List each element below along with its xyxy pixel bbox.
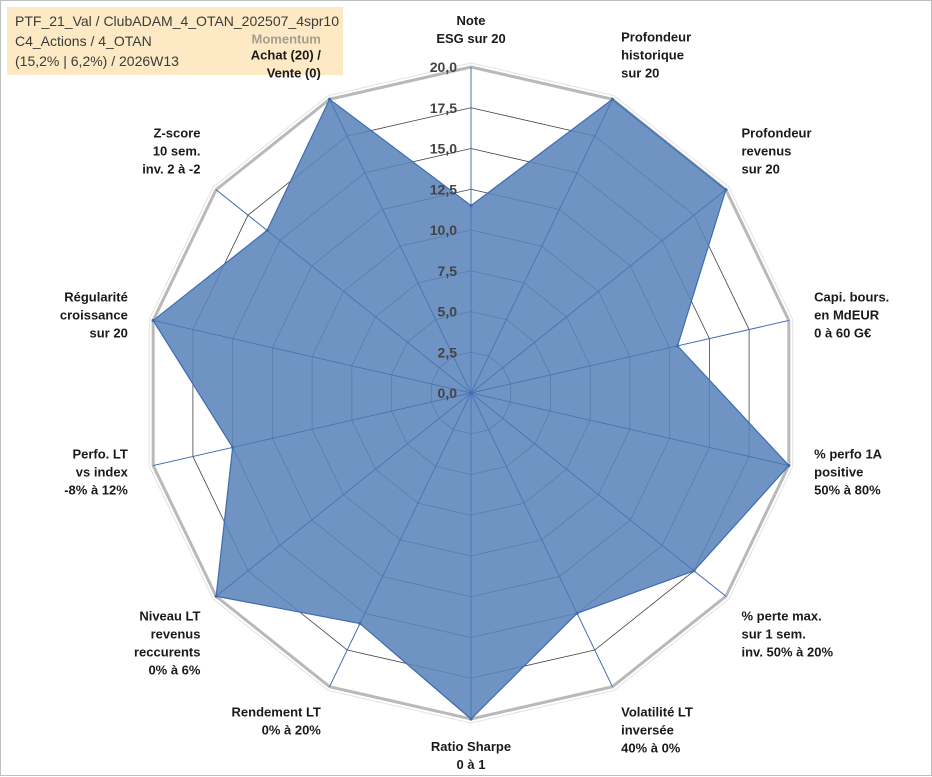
- axis-label-10-line-2: -8% à 12%: [64, 482, 128, 497]
- axis-label-11-line-2: sur 20: [90, 326, 128, 341]
- data-point-12: [265, 228, 269, 232]
- tick-label-6: 15,0: [430, 141, 457, 157]
- axis-label-5: % perte max. sur 1 sem. inv. 50% à 20%: [742, 609, 834, 660]
- axis-label-10: Perfo. LT vs index -8% à 12%: [64, 446, 128, 497]
- series-spoke-4: [470, 392, 789, 466]
- axis-label-1-line-1: historique: [621, 47, 684, 62]
- axis-label-12-line-1: 10 sem.: [153, 143, 201, 158]
- data-point-13: [327, 97, 332, 101]
- series-spoke-5: [470, 392, 727, 597]
- axis-label-2: Profondeur revenus sur 20: [742, 125, 812, 176]
- axis-label-1: Profondeur historique sur 20: [621, 29, 691, 80]
- axis-label-4-line-2: 50% à 80%: [814, 482, 881, 497]
- portfolio-stats: (15,2% | 6,2%) / 2026W13: [15, 53, 179, 69]
- series-spoke-3: [470, 320, 789, 394]
- axis-label-5-line-0: % perte max.: [742, 609, 822, 624]
- portfolio-info-box: PTF_21_Val / ClubADAM_4_OTAN_202507_4spr…: [7, 7, 343, 75]
- data-point-0: [469, 203, 473, 208]
- axis-label-12-line-0: Z-score: [154, 125, 201, 140]
- axis-label-6-line-1: inversée: [621, 723, 674, 738]
- tick-label-5: 12,5: [430, 181, 457, 197]
- series-spoke-8: [329, 392, 472, 687]
- data-point-7: [469, 717, 473, 721]
- axis-label-8-line-1: 0% à 20%: [262, 723, 322, 738]
- series-spoke-6: [470, 392, 613, 687]
- axis-label-5-line-2: inv. 50% à 20%: [742, 645, 834, 660]
- axis-label-11: Régularité croissance sur 20: [60, 290, 128, 341]
- axis-label-10-line-0: Perfo. LT: [72, 446, 127, 461]
- axis-label-4-line-1: positive: [814, 464, 863, 479]
- axis-label-4-line-0: % perfo 1A: [814, 446, 883, 461]
- data-point-4: [787, 463, 791, 468]
- series-spoke-12: [215, 189, 472, 394]
- tick-label-8: 20,0: [430, 59, 457, 75]
- axis-label-3-line-1: en MdEUR: [814, 308, 880, 323]
- tick-label-0: 0,0: [438, 385, 458, 401]
- grid-ring-halo: [148, 62, 794, 724]
- data-point-11: [151, 318, 155, 323]
- series-spoke-11: [153, 320, 472, 394]
- axis-label-2-line-1: revenus: [742, 143, 792, 158]
- axis-label-10-line-1: vs index: [76, 464, 129, 479]
- tick-label-4: 10,0: [430, 222, 457, 238]
- axis-label-5-line-1: sur 1 sem.: [742, 627, 806, 642]
- data-point-6: [575, 611, 579, 615]
- axis-label-3-line-2: 0 à 60 G€: [814, 326, 871, 341]
- data-point-10: [231, 445, 235, 450]
- tick-label-1: 2,5: [438, 344, 458, 360]
- axis-label-9-line-2: reccurents: [134, 645, 200, 660]
- axis-label-9-line-0: Niveau LT: [139, 609, 200, 624]
- series-spoke-9: [215, 392, 472, 597]
- axis-label-1-line-0: Profondeur: [621, 29, 691, 44]
- series-spoke-1: [470, 99, 613, 394]
- axis-label-6-line-0: Volatilité LT: [621, 705, 693, 720]
- axis-labels: Note ESG sur 20 Profondeur historique sur 20…: [60, 13, 889, 772]
- axis-label-7-line-0: Ratio Sharpe: [431, 739, 511, 754]
- axis-label-9: Niveau LT revenus reccurents 0% à 6%: [134, 609, 201, 678]
- data-point-1: [610, 97, 615, 101]
- tick-label-2: 5,0: [438, 304, 458, 320]
- tick-labels: 0,0 2,5 5,0 7,5 10,0 12,5 15,0 17,5 20,0: [430, 59, 457, 401]
- axis-label-13-line-0: Achat (20) /: [251, 47, 321, 62]
- momentum-label: Momentum: [252, 31, 321, 46]
- tick-label-3: 7,5: [438, 263, 458, 279]
- axis-label-7: Ratio Sharpe 0 à 1: [431, 739, 511, 772]
- axis-label-1-line-2: sur 20: [621, 65, 659, 80]
- axis-label-12: Z-score 10 sem. inv. 2 à -2: [142, 125, 200, 176]
- portfolio-category: C4_Actions / 4_OTAN: [15, 33, 152, 49]
- axis-label-0-line-1: ESG sur 20: [436, 31, 505, 46]
- series-layer: [151, 67, 791, 721]
- data-point-3: [675, 344, 680, 348]
- axis-label-9-line-1: revenus: [151, 627, 201, 642]
- data-point-9: [214, 594, 218, 598]
- axis-label-13-line-1: Vente (0): [267, 65, 321, 80]
- axis-label-3: Capi. bours. en MdEUR 0 à 60 G€: [814, 290, 889, 341]
- axis-label-12-line-2: inv. 2 à -2: [142, 161, 200, 176]
- data-point-2: [724, 188, 728, 192]
- axis-label-11-line-0: Régularité: [64, 290, 128, 305]
- axis-label-8-line-0: Rendement LT: [232, 705, 321, 720]
- portfolio-name: PTF_21_Val / ClubADAM_4_OTAN_202507_4spr…: [15, 13, 339, 29]
- series-spoke-13: [329, 99, 472, 394]
- axis-label-2-line-2: sur 20: [742, 161, 780, 176]
- data-point-5: [692, 569, 696, 573]
- axis-label-13: Achat (20) / Vente (0): [251, 47, 321, 80]
- data-point-8: [358, 621, 362, 626]
- axis-label-3-line-0: Capi. bours.: [814, 290, 889, 305]
- axis-label-6-line-2: 40% à 0%: [621, 741, 681, 756]
- tick-label-7: 17,5: [430, 100, 457, 116]
- axis-label-4: % perfo 1A positive 50% à 80%: [814, 446, 883, 497]
- axis-label-8: Rendement LT 0% à 20%: [232, 705, 322, 738]
- axis-label-2-line-0: Profondeur: [742, 125, 812, 140]
- axis-label-7-line-1: 0 à 1: [457, 757, 486, 772]
- axis-label-9-line-3: 0% à 6%: [148, 663, 200, 678]
- axis-label-0: Note ESG sur 20: [436, 13, 505, 46]
- axis-label-0-line-0: Note: [457, 13, 486, 28]
- series-spoke-2: [470, 189, 727, 394]
- axis-label-6: Volatilité LT inversée 40% à 0%: [621, 705, 693, 756]
- axis-label-11-line-1: croissance: [60, 308, 128, 323]
- series-spoke-10: [153, 392, 472, 466]
